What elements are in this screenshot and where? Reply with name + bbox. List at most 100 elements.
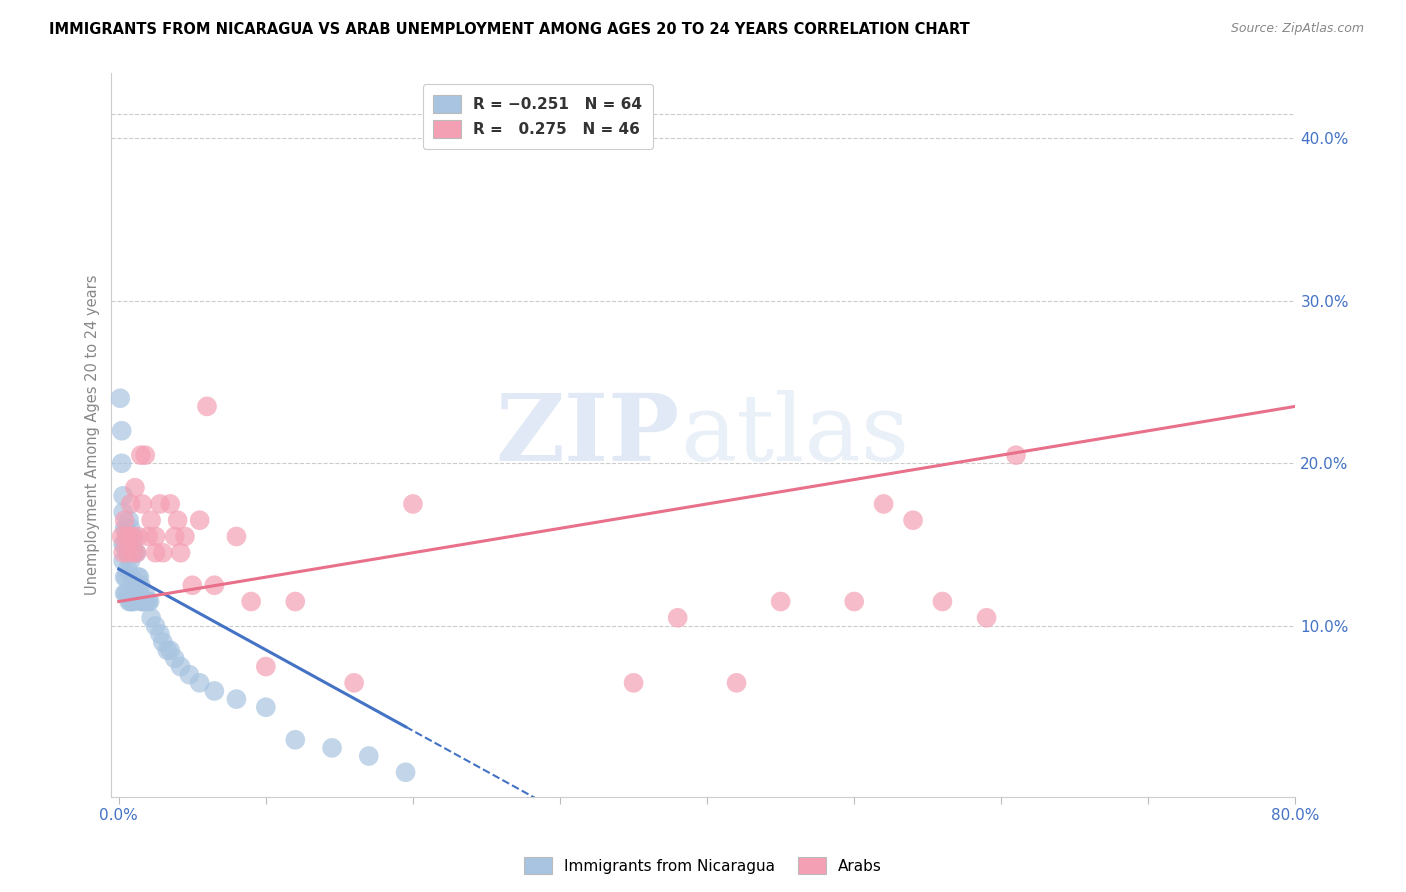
- Point: [117, 546, 139, 560]
- Point: [115, 529, 138, 543]
- Point: [402, 497, 425, 511]
- Point: [152, 635, 174, 649]
- Point: [254, 700, 277, 714]
- Point: [114, 586, 136, 600]
- Legend: Immigrants from Nicaragua, Arabs: Immigrants from Nicaragua, Arabs: [519, 851, 887, 880]
- Point: [112, 546, 135, 560]
- Point: [121, 529, 143, 543]
- Point: [118, 594, 141, 608]
- Point: [931, 594, 953, 608]
- Point: [128, 586, 150, 600]
- Point: [321, 740, 343, 755]
- Point: [122, 594, 145, 608]
- Point: [179, 667, 201, 681]
- Point: [125, 578, 148, 592]
- Point: [343, 676, 366, 690]
- Point: [129, 594, 152, 608]
- Point: [117, 562, 139, 576]
- Point: [139, 611, 162, 625]
- Point: [115, 586, 138, 600]
- Point: [163, 529, 186, 543]
- Point: [149, 627, 172, 641]
- Point: [117, 586, 139, 600]
- Point: [159, 497, 181, 511]
- Point: [124, 481, 146, 495]
- Point: [901, 513, 924, 527]
- Point: [844, 594, 866, 608]
- Point: [111, 456, 134, 470]
- Point: [136, 529, 159, 543]
- Point: [769, 594, 792, 608]
- Point: [149, 497, 172, 511]
- Point: [225, 529, 247, 543]
- Point: [120, 594, 142, 608]
- Point: [188, 513, 211, 527]
- Point: [188, 676, 211, 690]
- Point: [118, 529, 141, 543]
- Point: [114, 570, 136, 584]
- Point: [1005, 448, 1028, 462]
- Point: [122, 546, 145, 560]
- Point: [120, 497, 142, 511]
- Point: [145, 619, 167, 633]
- Point: [111, 424, 134, 438]
- Point: [145, 546, 167, 560]
- Point: [254, 659, 277, 673]
- Point: [121, 538, 143, 552]
- Point: [159, 643, 181, 657]
- Point: [124, 578, 146, 592]
- Point: [163, 651, 186, 665]
- Point: [112, 505, 135, 519]
- Point: [225, 692, 247, 706]
- Point: [112, 489, 135, 503]
- Point: [122, 529, 145, 543]
- Point: [666, 611, 689, 625]
- Point: [136, 594, 159, 608]
- Point: [394, 765, 416, 780]
- Point: [135, 594, 157, 608]
- Point: [121, 594, 143, 608]
- Point: [117, 546, 139, 560]
- Point: [114, 521, 136, 535]
- Point: [129, 448, 152, 462]
- Y-axis label: Unemployment Among Ages 20 to 24 years: Unemployment Among Ages 20 to 24 years: [86, 275, 100, 595]
- Point: [202, 684, 225, 698]
- Point: [128, 570, 150, 584]
- Point: [357, 749, 380, 764]
- Point: [112, 554, 135, 568]
- Text: Source: ZipAtlas.com: Source: ZipAtlas.com: [1230, 22, 1364, 36]
- Point: [121, 570, 143, 584]
- Point: [115, 538, 138, 552]
- Point: [118, 538, 141, 552]
- Point: [127, 570, 149, 584]
- Point: [152, 546, 174, 560]
- Point: [145, 529, 167, 543]
- Point: [156, 643, 179, 657]
- Point: [120, 554, 142, 568]
- Point: [169, 546, 191, 560]
- Point: [114, 513, 136, 527]
- Point: [725, 676, 748, 690]
- Point: [623, 676, 645, 690]
- Point: [976, 611, 998, 625]
- Point: [129, 578, 152, 592]
- Point: [115, 570, 138, 584]
- Point: [134, 586, 156, 600]
- Point: [118, 513, 141, 527]
- Point: [169, 659, 191, 673]
- Text: atlas: atlas: [679, 390, 910, 480]
- Point: [134, 448, 156, 462]
- Point: [195, 400, 218, 414]
- Text: ZIP: ZIP: [495, 390, 679, 480]
- Point: [115, 521, 138, 535]
- Text: IMMIGRANTS FROM NICARAGUA VS ARAB UNEMPLOYMENT AMONG AGES 20 TO 24 YEARS CORRELA: IMMIGRANTS FROM NICARAGUA VS ARAB UNEMPL…: [49, 22, 970, 37]
- Point: [125, 546, 148, 560]
- Point: [240, 594, 263, 608]
- Point: [131, 594, 153, 608]
- Point: [127, 529, 149, 543]
- Point: [132, 594, 155, 608]
- Point: [284, 732, 307, 747]
- Point: [122, 546, 145, 560]
- Point: [202, 578, 225, 592]
- Point: [111, 529, 134, 543]
